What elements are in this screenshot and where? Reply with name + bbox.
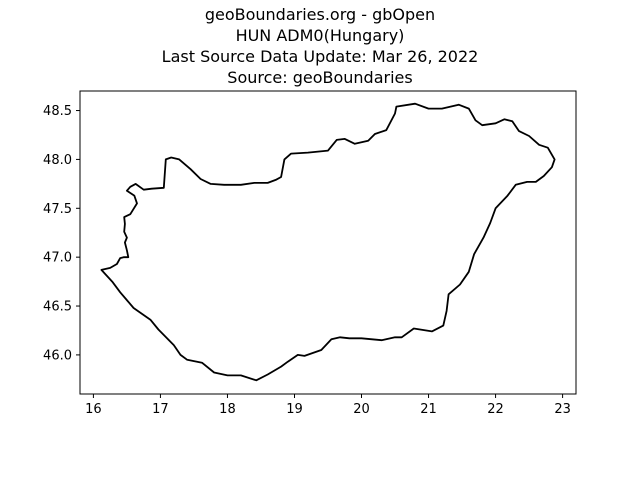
x-tick-label: 18 bbox=[219, 402, 236, 417]
y-tick-label: 47.5 bbox=[43, 202, 72, 217]
country-boundary bbox=[100, 102, 556, 382]
y-tick-label: 48.5 bbox=[43, 104, 72, 119]
x-tick-label: 20 bbox=[353, 402, 370, 417]
title-line-1: geoBoundaries.org - gbOpen bbox=[204, 5, 436, 24]
x-tick-label: 21 bbox=[420, 402, 437, 417]
x-axis: 16 17 18 19 20 21 22 23 bbox=[85, 394, 571, 417]
y-axis: 46.0 46.5 47.0 47.5 48.0 48.5 bbox=[43, 104, 80, 363]
boundary-layer bbox=[100, 102, 556, 382]
axes-frame bbox=[79, 90, 577, 395]
x-tick-label: 22 bbox=[487, 402, 504, 417]
map-title: geoBoundaries.org - gbOpen HUN ADM0(Hung… bbox=[0, 4, 640, 88]
title-line-2: HUN ADM0(Hungary) bbox=[235, 26, 405, 45]
y-tick-label: 47.0 bbox=[43, 251, 72, 266]
y-tick-label: 46.0 bbox=[43, 348, 72, 363]
x-tick-label: 16 bbox=[85, 402, 102, 417]
title-line-3: Last Source Data Update: Mar 26, 2022 bbox=[161, 47, 479, 66]
y-tick-label: 46.5 bbox=[43, 300, 72, 315]
title-line-4: Source: geoBoundaries bbox=[227, 68, 413, 87]
y-tick-label: 48.0 bbox=[43, 153, 72, 168]
x-tick-label: 23 bbox=[554, 402, 571, 417]
x-tick-label: 19 bbox=[286, 402, 303, 417]
x-tick-label: 17 bbox=[152, 402, 169, 417]
